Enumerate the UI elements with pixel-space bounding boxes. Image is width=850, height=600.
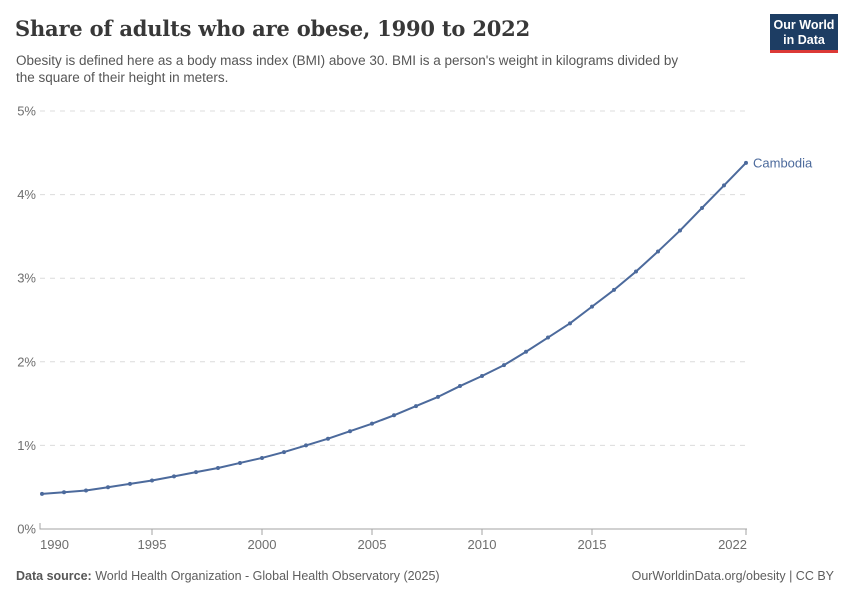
data-point[interactable] xyxy=(590,304,594,309)
x-axis-tick-label: 2000 xyxy=(248,537,277,552)
chart-subtitle: Obesity is defined here as a body mass i… xyxy=(16,52,756,86)
x-axis-tick-label: 2005 xyxy=(358,537,387,552)
data-point[interactable] xyxy=(260,455,264,460)
chart-subtitle-line1: Obesity is defined here as a body mass i… xyxy=(16,53,679,68)
series-line[interactable] xyxy=(41,161,747,495)
data-point[interactable] xyxy=(216,465,220,470)
data-source-text: World Health Organization - Global Healt… xyxy=(91,569,440,583)
data-point[interactable] xyxy=(40,491,44,496)
data-point[interactable] xyxy=(326,436,330,441)
data-point[interactable] xyxy=(436,394,440,399)
data-point[interactable] xyxy=(150,478,154,483)
data-point[interactable] xyxy=(568,321,572,326)
data-point[interactable] xyxy=(700,205,704,210)
y-axis-tick-label: 2% xyxy=(17,354,36,369)
y-axis-tick-label: 1% xyxy=(17,438,36,453)
data-point[interactable] xyxy=(656,249,660,254)
x-axis-tick-label: 1995 xyxy=(138,537,167,552)
series-end-label[interactable]: Cambodia xyxy=(753,155,813,170)
data-point[interactable] xyxy=(128,481,132,486)
data-point[interactable] xyxy=(392,413,396,418)
data-point[interactable] xyxy=(282,450,286,455)
data-point[interactable] xyxy=(546,335,550,340)
data-point[interactable] xyxy=(722,183,726,188)
data-point[interactable] xyxy=(678,228,682,233)
data-point[interactable] xyxy=(172,474,176,479)
data-point[interactable] xyxy=(524,349,528,354)
data-point[interactable] xyxy=(480,374,484,379)
owid-url-license[interactable]: OurWorldinData.org/obesity | CC BY xyxy=(631,569,834,583)
series-cambodia[interactable]: Cambodia xyxy=(40,155,813,496)
data-point[interactable] xyxy=(194,470,198,475)
x-axis-tick-label: 2015 xyxy=(578,537,607,552)
data-point[interactable] xyxy=(414,404,418,409)
data-point[interactable] xyxy=(238,460,242,465)
data-point[interactable] xyxy=(84,488,88,493)
data-point[interactable] xyxy=(634,269,638,274)
data-point[interactable] xyxy=(458,384,462,389)
data-point[interactable] xyxy=(62,490,66,495)
y-axis-tick-label: 0% xyxy=(17,522,36,537)
data-point[interactable] xyxy=(502,363,506,368)
chart-title: Share of adults who are obese, 1990 to 2… xyxy=(15,16,530,41)
x-axis-line xyxy=(39,523,747,530)
owid-logo-line1: Our World xyxy=(773,18,835,32)
data-point[interactable] xyxy=(744,160,748,165)
data-point[interactable] xyxy=(304,443,308,448)
x-axis-tick-label: 2022 xyxy=(718,537,747,552)
y-axis-tick-label: 3% xyxy=(17,271,36,286)
data-point[interactable] xyxy=(370,421,374,426)
owid-logo-line2: in Data xyxy=(783,32,825,47)
data-point[interactable] xyxy=(348,429,352,434)
x-axis-tick-label: 1990 xyxy=(40,537,69,552)
chart-subtitle-line2: the square of their height in meters. xyxy=(16,70,229,85)
data-point[interactable] xyxy=(106,485,110,490)
owid-logo[interactable]: Our World in Data xyxy=(770,14,838,53)
data-source-label: Data source: xyxy=(16,569,92,583)
data-source-note: Data source: World Health Organization -… xyxy=(16,569,440,583)
y-axis-tick-label: 5% xyxy=(17,104,36,119)
data-point[interactable] xyxy=(612,287,616,292)
y-axis-tick-label: 4% xyxy=(17,187,36,202)
x-axis-tick-label: 2010 xyxy=(468,537,497,552)
